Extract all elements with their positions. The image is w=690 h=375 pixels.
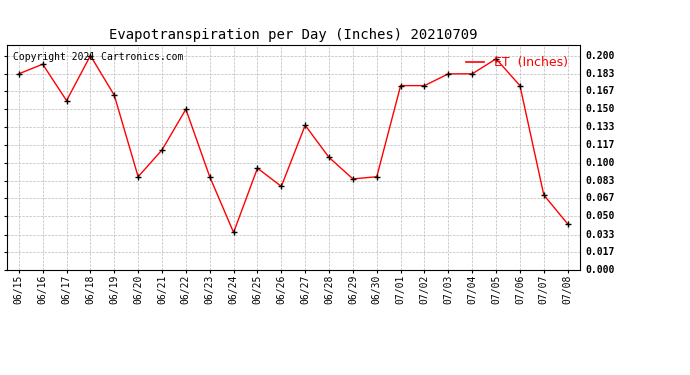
Legend: ET  (Inches): ET (Inches)	[461, 51, 573, 74]
Text: 0.000: 0.000	[585, 265, 615, 275]
Text: Copyright 2021 Cartronics.com: Copyright 2021 Cartronics.com	[12, 52, 183, 62]
Text: 0.150: 0.150	[585, 104, 615, 114]
Text: 0.183: 0.183	[585, 69, 615, 79]
Text: 0.200: 0.200	[585, 51, 615, 61]
Text: 0.083: 0.083	[585, 176, 615, 186]
Text: 0.067: 0.067	[585, 193, 615, 203]
Text: 0.100: 0.100	[585, 158, 615, 168]
Text: 0.133: 0.133	[585, 122, 615, 132]
Text: 0.017: 0.017	[585, 247, 615, 257]
Text: 0.033: 0.033	[585, 230, 615, 240]
Title: Evapotranspiration per Day (Inches) 20210709: Evapotranspiration per Day (Inches) 2021…	[109, 28, 477, 42]
Text: 0.117: 0.117	[585, 140, 615, 150]
Text: 0.167: 0.167	[585, 86, 615, 96]
Text: 0.050: 0.050	[585, 211, 615, 221]
